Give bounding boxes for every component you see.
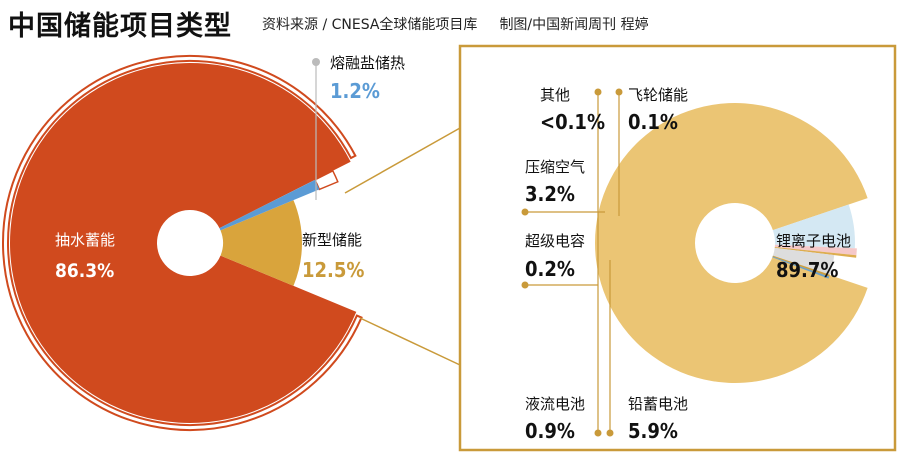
pumped-outer-ring (2, 55, 363, 431)
slice-molten-salt (219, 179, 320, 231)
label-compressed-value: 3.2% (525, 182, 575, 206)
label-lead-name: 铅蓄电池 (628, 395, 688, 413)
left-donut-chart (2, 55, 363, 431)
label-thermal-value: 1.2% (330, 79, 380, 103)
chart-labels: 抽水蓄能 86.3% 新型储能 12.5% 熔融盐储热 1.2% 其他 <0.1… (55, 54, 851, 443)
detail-frame (344, 44, 897, 452)
label-flow-name: 液流电池 (525, 395, 585, 413)
connector-line-top (344, 127, 461, 194)
label-lead-value: 5.9% (628, 419, 678, 443)
label-supercap-value: 0.2% (525, 257, 575, 281)
label-lithium-name: 锂离子电池 (776, 232, 851, 250)
leader-dot (606, 429, 614, 437)
label-new-value: 12.5% (302, 258, 364, 282)
label-new-name: 新型储能 (302, 231, 362, 249)
label-pumped-name: 抽水蓄能 (55, 231, 115, 249)
leader-lines (312, 58, 623, 437)
chart-title: 中国储能项目类型 (8, 11, 232, 42)
slice-lithium-ion (594, 103, 868, 383)
slice-flow-battery (774, 244, 857, 256)
leader-dot (594, 88, 602, 96)
label-flow-value: 0.9% (525, 419, 575, 443)
right-donut-chart (594, 103, 868, 383)
label-lithium-value: 89.7% (776, 258, 838, 282)
label-flywheel-value: 0.1% (628, 110, 678, 134)
source-note: 资料来源 / CNESA全球储能项目库 制图/中国新闻周刊 程婷 (262, 14, 649, 34)
slice-supercapacitor (774, 247, 857, 258)
label-pumped-value: 86.3% (55, 260, 114, 282)
slice-pumped-hydro (10, 63, 357, 423)
leader-thermal-dot (312, 58, 320, 66)
slice-new-type-storage (220, 200, 303, 286)
slice-other (772, 255, 830, 277)
label-other-name: 其他 (540, 86, 570, 104)
credit-text: 制图/中国新闻周刊 程婷 (499, 17, 649, 33)
label-thermal-name: 熔融盐储热 (330, 54, 405, 72)
source-text: 资料来源 / CNESA全球储能项目库 (262, 17, 478, 33)
leader-dot (521, 281, 529, 289)
leader-dot (521, 208, 529, 216)
slice-compressed-air (772, 247, 835, 275)
connector-line-bottom (359, 317, 461, 366)
label-supercap-name: 超级电容 (525, 232, 585, 250)
label-other-value: <0.1% (540, 110, 605, 134)
detail-frame-border (458, 44, 897, 452)
leader-dot (615, 88, 623, 96)
slice-flywheel (772, 256, 830, 279)
label-flywheel-name: 飞轮储能 (628, 86, 688, 104)
slice-lead-acid (772, 204, 855, 249)
leader-dot (594, 429, 602, 437)
label-compressed-name: 压缩空气 (525, 158, 585, 176)
